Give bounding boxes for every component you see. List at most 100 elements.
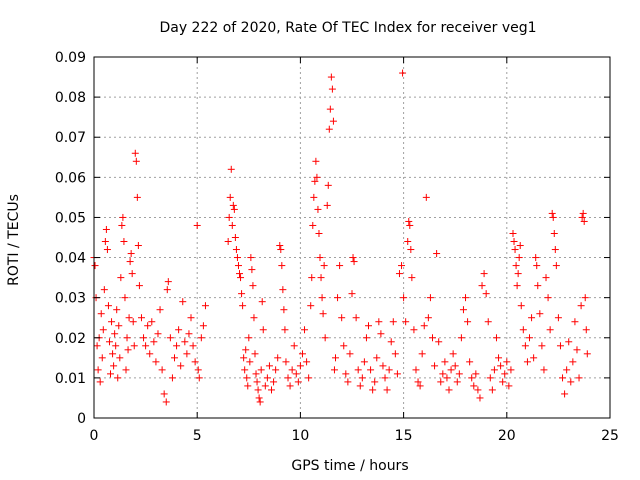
data-point — [255, 394, 263, 402]
data-point — [226, 193, 234, 201]
data-point — [578, 213, 586, 221]
data-point — [580, 217, 588, 225]
data-point — [168, 374, 176, 382]
data-point — [98, 354, 106, 362]
data-point — [561, 390, 569, 398]
data-point — [189, 342, 197, 350]
data-point — [577, 302, 585, 310]
data-point — [100, 286, 108, 294]
data-point — [549, 213, 557, 221]
data-point — [330, 366, 338, 374]
data-point — [476, 394, 484, 402]
data-point — [142, 342, 150, 350]
y-tick-label: 0.01 — [55, 371, 86, 387]
data-point — [459, 306, 467, 314]
data-point — [278, 262, 286, 270]
data-point — [400, 294, 408, 302]
data-point — [126, 258, 134, 266]
data-point — [245, 334, 253, 342]
data-point — [120, 238, 128, 246]
data-point — [391, 350, 399, 358]
data-point — [387, 338, 395, 346]
data-point — [110, 362, 118, 370]
data-point — [234, 262, 242, 270]
data-point — [407, 246, 415, 254]
data-point — [563, 366, 571, 374]
data-point — [404, 238, 412, 246]
data-point — [135, 282, 143, 290]
x-tick-label: 0 — [90, 428, 99, 444]
data-point — [282, 358, 290, 366]
data-point — [488, 386, 496, 394]
data-point — [137, 314, 145, 322]
data-point — [254, 386, 262, 394]
data-point — [581, 294, 589, 302]
data-point — [101, 238, 109, 246]
data-point — [163, 286, 171, 294]
data-point — [536, 310, 544, 318]
data-point — [129, 318, 137, 326]
data-point — [373, 354, 381, 362]
data-point — [579, 209, 587, 217]
data-point — [447, 366, 455, 374]
data-point — [227, 165, 235, 173]
data-point — [133, 193, 141, 201]
data-point — [113, 306, 121, 314]
data-point — [513, 282, 521, 290]
data-point — [533, 262, 541, 270]
data-point — [274, 354, 282, 362]
data-point — [248, 266, 256, 274]
data-point — [257, 366, 265, 374]
data-point — [511, 246, 519, 254]
data-point — [272, 366, 280, 374]
data-point — [451, 362, 459, 370]
data-point — [474, 386, 482, 394]
data-point — [416, 382, 424, 390]
data-point — [389, 318, 397, 326]
data-point — [362, 334, 370, 342]
data-point — [193, 221, 201, 229]
data-point — [412, 366, 420, 374]
data-point — [569, 358, 577, 366]
data-point — [117, 274, 125, 282]
data-point — [441, 358, 449, 366]
data-point — [532, 254, 540, 262]
data-point — [556, 342, 564, 350]
data-point — [173, 342, 181, 350]
data-point — [399, 69, 407, 77]
data-point — [243, 374, 251, 382]
data-point — [122, 366, 130, 374]
data-point — [512, 262, 520, 270]
data-point — [383, 386, 391, 394]
data-point — [559, 374, 567, 382]
data-point — [238, 290, 246, 298]
data-point — [424, 314, 432, 322]
data-point — [567, 378, 575, 386]
data-point — [150, 338, 158, 346]
data-point — [183, 350, 191, 358]
data-point — [158, 366, 166, 374]
data-point — [377, 330, 385, 338]
data-point — [575, 374, 583, 382]
data-point — [265, 362, 273, 370]
data-point — [398, 262, 406, 270]
data-point — [121, 294, 129, 302]
x-tick-label: 15 — [395, 428, 413, 444]
data-point — [514, 270, 522, 278]
data-point — [449, 350, 457, 358]
data-point — [439, 370, 447, 378]
data-point — [315, 229, 323, 237]
x-tick-label: 20 — [498, 428, 516, 444]
data-point — [305, 374, 313, 382]
data-point — [160, 390, 168, 398]
data-point — [365, 322, 373, 330]
data-point — [239, 302, 247, 310]
data-point — [326, 105, 334, 113]
data-point — [247, 254, 255, 262]
data-point — [457, 334, 465, 342]
data-point — [495, 354, 503, 362]
data-point — [348, 290, 356, 298]
data-point — [179, 298, 187, 306]
data-point — [185, 330, 193, 338]
